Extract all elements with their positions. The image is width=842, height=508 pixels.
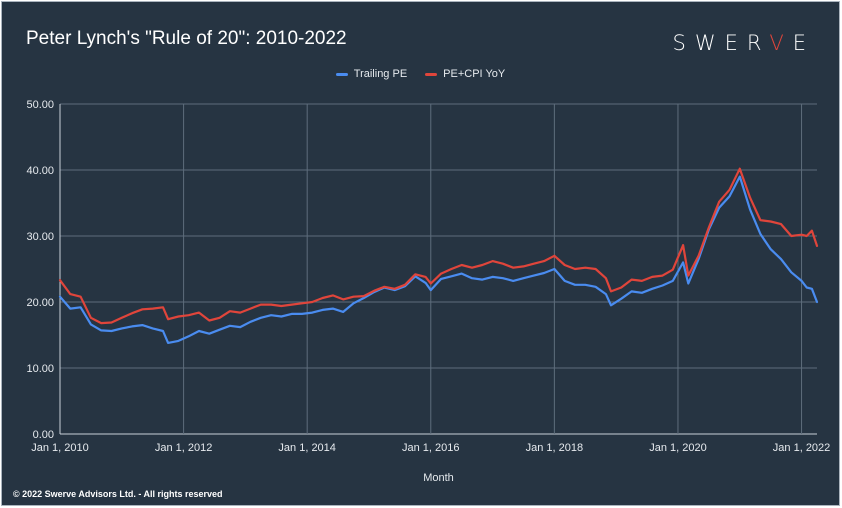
series-line-pe-cpi: [58, 167, 819, 325]
x-axis-title: Month: [423, 472, 454, 484]
x-tick-label: Jan 1, 2010: [31, 442, 89, 454]
x-tick-label: Jan 1, 2014: [278, 442, 336, 454]
x-tick-label: Jan 1, 2016: [402, 442, 460, 454]
legend-label-trailing-pe: Trailing PE: [353, 68, 408, 80]
legend-swatch-pe-cpi: [425, 72, 438, 76]
y-tick-label: 0.00: [33, 429, 54, 441]
y-tick-label: 10.00: [26, 363, 54, 375]
x-tick-label: Jan 1, 2020: [649, 442, 707, 454]
copyright-footer: © 2022 Swerve Advisors Ltd. - All rights…: [13, 489, 223, 499]
swerve-logo: SWERVE: [673, 31, 815, 55]
x-tick-label: Jan 1, 2018: [526, 442, 584, 454]
chart-title: Peter Lynch's "Rule of 20": 2010-2022: [26, 28, 347, 49]
legend-label-pe-cpi: PE+CPI YoY: [443, 68, 506, 80]
y-tick-label: 20.00: [26, 297, 54, 309]
x-tick-label: Jan 1, 2012: [155, 442, 213, 454]
x-tick-label: Jan 1, 2022: [773, 442, 831, 454]
y-tick-label: 40.00: [26, 165, 54, 177]
brand-suffix: E: [792, 31, 815, 55]
y-tick-label: 50.00: [26, 99, 54, 111]
chart-legend: Trailing PE PE+CPI YoY: [2, 68, 839, 80]
legend-item-trailing-pe: Trailing PE: [335, 68, 408, 80]
legend-swatch-trailing-pe: [335, 72, 348, 76]
y-tick-label: 30.00: [26, 231, 54, 243]
legend-item-pe-cpi: PE+CPI YoY: [425, 68, 505, 80]
brand-prefix: SWER: [672, 31, 770, 55]
brand-accent: V: [769, 31, 793, 55]
